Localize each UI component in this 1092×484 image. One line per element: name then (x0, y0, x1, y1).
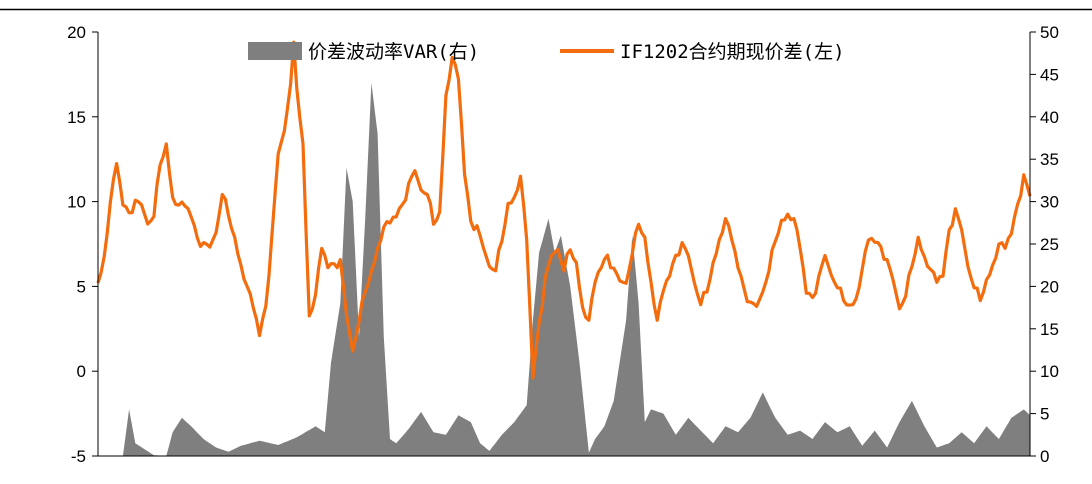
right-tick-label: 0 (1040, 447, 1049, 466)
legend-line-label: IF1202合约期现价差(左) (620, 41, 845, 63)
right-tick-label: 25 (1040, 235, 1059, 254)
left-tick-label: 20 (67, 23, 86, 42)
right-tick-label: 10 (1040, 362, 1059, 381)
left-tick-label: 5 (77, 277, 86, 296)
legend: 价差波动率VAR(右) IF1202合约期现价差(左) (248, 41, 845, 63)
right-tick-label: 50 (1040, 23, 1059, 42)
legend-area-swatch (248, 42, 302, 60)
left-tick-label: 0 (77, 362, 86, 381)
right-tick-label: 45 (1040, 65, 1059, 84)
right-tick-label: 30 (1040, 193, 1059, 212)
right-tick-label: 35 (1040, 150, 1059, 169)
series-line-spread (96, 40, 1032, 380)
right-tick-label: 40 (1040, 108, 1059, 127)
axes: -5 0 5 10 15 20 0 5 10 15 20 25 30 35 40 45 50 (67, 23, 1059, 466)
right-tick-label: 15 (1040, 320, 1059, 339)
right-tick-label: 20 (1040, 277, 1059, 296)
right-tick-label: 5 (1040, 405, 1049, 424)
legend-area-label: 价差波动率VAR(右) (308, 41, 479, 63)
left-tick-label: -5 (71, 447, 86, 466)
left-tick-label: 10 (67, 193, 86, 212)
left-tick-label: 15 (67, 108, 86, 127)
plot-area (96, 40, 1032, 457)
